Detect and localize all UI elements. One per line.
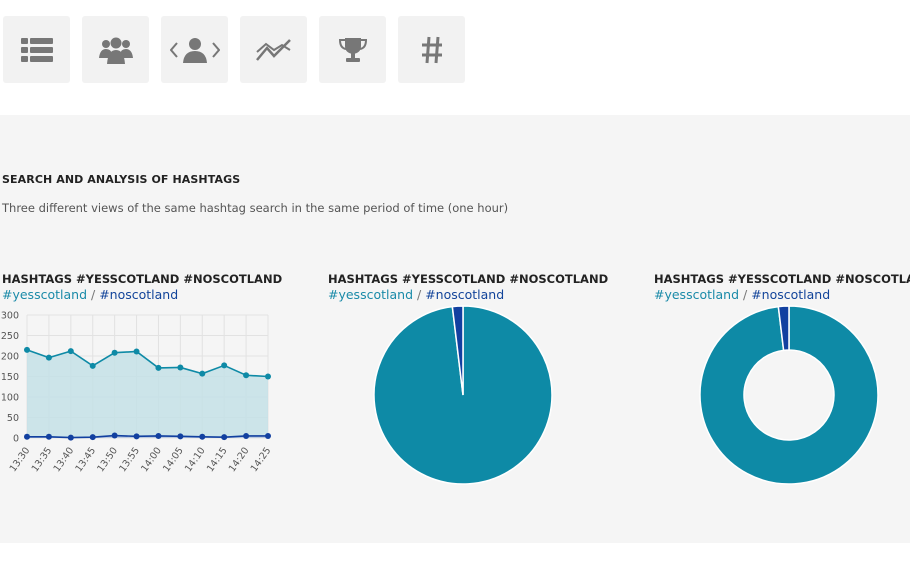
yesscotland-link[interactable]: #yesscotland: [2, 287, 87, 302]
y-tick-label: 200: [1, 352, 19, 363]
x-tick-label: 13:45: [73, 445, 98, 474]
yesscotland-line: [26, 349, 269, 378]
section-title: SEARCH AND ANALYSIS OF HASHTAGS: [2, 173, 241, 186]
trend-button[interactable]: [240, 16, 307, 83]
chart-title: HASHTAGS #YESSCOTLAND #NOSCOTLAND: [328, 272, 609, 286]
yesscotland-point: [243, 372, 250, 379]
x-tick-label: 14:25: [249, 445, 274, 474]
hashtag-button[interactable]: [398, 16, 465, 83]
area-chart: 05010015020025030013:3013:3513:4013:4513…: [1, 311, 274, 475]
noscotland-point: [265, 432, 271, 439]
y-tick-label: 100: [1, 393, 19, 404]
yesscotland-link[interactable]: #yesscotland: [654, 287, 739, 302]
y-tick-label: 150: [1, 372, 19, 383]
noscotland-point: [89, 434, 96, 441]
yesscotland-point: [45, 354, 52, 361]
trophy-button[interactable]: [319, 16, 386, 83]
noscotland-slice: [777, 305, 790, 352]
user-code-icon: [169, 37, 220, 63]
noscotland-point: [221, 434, 228, 441]
x-tick-label: 13:50: [95, 445, 120, 474]
noscotland-point: [24, 433, 30, 440]
noscotland-point: [133, 433, 140, 440]
tag-separator: /: [742, 287, 748, 302]
yesscotland-area: [27, 349, 268, 438]
x-tick-label: 13:40: [52, 445, 77, 474]
x-tick-label: 14:20: [227, 445, 252, 474]
x-tick-label: 14:10: [183, 445, 208, 474]
yesscotland-point: [199, 370, 206, 377]
yesscotland-slice: [699, 305, 879, 485]
x-tick-label: 14:15: [205, 445, 230, 474]
noscotland-point: [45, 433, 52, 440]
tag-separator: /: [90, 287, 96, 302]
section-description: Three different views of the same hashta…: [2, 201, 509, 215]
noscotland-link[interactable]: #noscotland: [425, 287, 505, 302]
y-tick-label: 300: [1, 311, 19, 322]
pie-chart-header: HASHTAGS #YESSCOTLAND #NOSCOTLAND #yessc…: [328, 272, 608, 302]
noscotland-point: [67, 434, 74, 441]
trend-icon: [255, 38, 291, 61]
list-icon: [20, 37, 53, 62]
noscotland-slice: [451, 305, 464, 396]
y-tick-label: 0: [13, 434, 19, 445]
user-code-button[interactable]: [161, 16, 228, 83]
donut-chart: [699, 305, 879, 485]
trophy-icon: [338, 37, 367, 62]
yesscotland-point: [133, 348, 140, 355]
noscotland-link[interactable]: #noscotland: [99, 287, 179, 302]
yesscotland-point: [265, 373, 271, 380]
noscotland-point: [199, 433, 206, 440]
yesscotland-point: [111, 349, 118, 356]
yesscotland-link[interactable]: #yesscotland: [328, 287, 413, 302]
y-tick-label: 250: [1, 331, 19, 342]
x-tick-label: 14:05: [161, 445, 186, 474]
yesscotland-point: [221, 362, 228, 369]
x-tick-label: 13:35: [30, 445, 55, 474]
users-icon: [98, 37, 133, 64]
donut-chart-header: HASHTAGS #YESSCOTLAND #NOSCOTLAND #yessc…: [654, 272, 910, 302]
noscotland-point: [111, 432, 118, 439]
hashtag-icon: [421, 36, 442, 63]
users-button[interactable]: [82, 16, 149, 83]
x-tick-label: 14:00: [139, 445, 164, 474]
line-chart-header: HASHTAGS #YESSCOTLAND #NOSCOTLAND #yessc…: [2, 272, 282, 302]
chart-title: HASHTAGS #YESSCOTLAND #NOSCOTLAND: [654, 272, 910, 286]
noscotland-link[interactable]: #noscotland: [751, 287, 831, 302]
yesscotland-point: [67, 348, 74, 355]
noscotland-line: [27, 434, 268, 439]
list-view-button[interactable]: [3, 16, 70, 83]
noscotland-point: [155, 432, 162, 439]
pie-chart: [373, 305, 553, 485]
noscotland-point: [177, 433, 184, 440]
y-tick-label: 50: [7, 413, 19, 424]
yesscotland-point: [155, 364, 162, 371]
noscotland-point: [243, 432, 250, 439]
chart-title: HASHTAGS #YESSCOTLAND #NOSCOTLAND: [2, 272, 283, 286]
x-tick-label: 13:55: [117, 445, 142, 474]
yesscotland-point: [24, 346, 30, 353]
tag-separator: /: [416, 287, 422, 302]
x-tick-label: 13:30: [8, 445, 33, 474]
yesscotland-point: [177, 364, 184, 371]
yesscotland-point: [89, 362, 96, 369]
